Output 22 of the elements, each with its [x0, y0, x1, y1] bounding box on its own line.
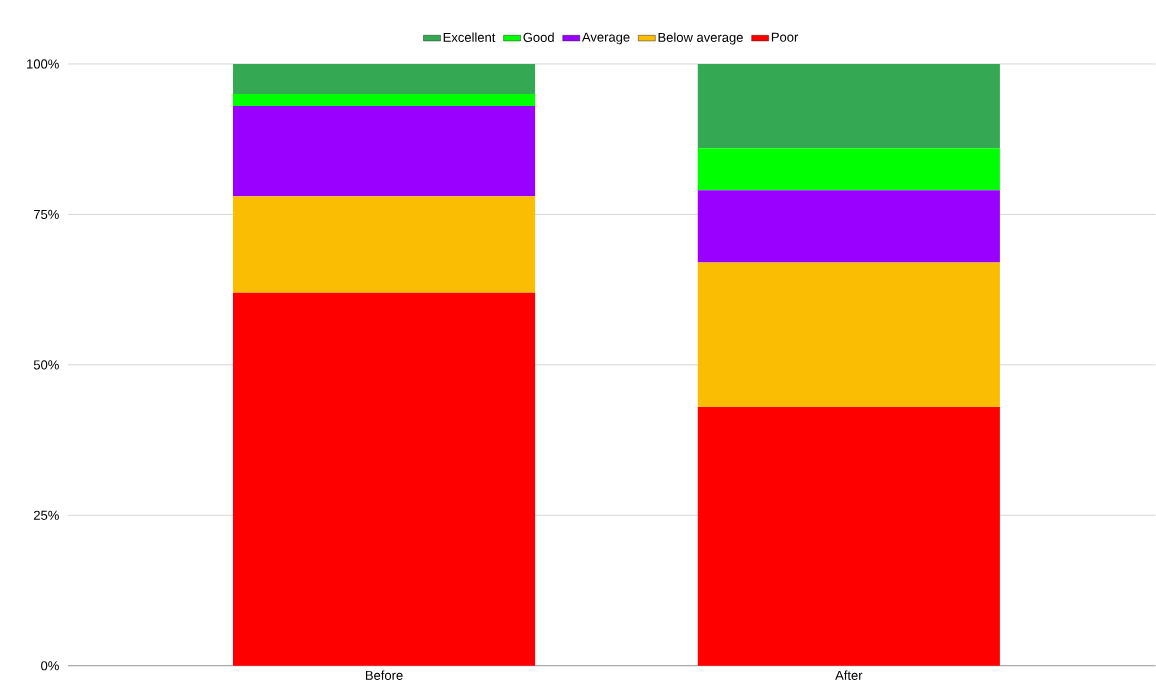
bar — [232, 64, 536, 95]
bar — [697, 262, 1000, 408]
bar — [232, 196, 536, 293]
y-tick-label: 25% — [33, 510, 59, 521]
bar — [697, 190, 1000, 263]
legend-label: Excellent — [443, 32, 496, 43]
bar — [697, 64, 1000, 149]
bar — [697, 148, 1000, 191]
bar — [232, 94, 536, 107]
legend-label: Poor — [771, 32, 799, 42]
bar — [232, 292, 536, 666]
legend-label: Below average — [658, 32, 743, 45]
x-tick-label: Before — [365, 670, 403, 681]
y-tick-label: 0% — [41, 661, 59, 671]
y-tick-label: 100% — [27, 59, 59, 69]
x-tick-label: After — [835, 670, 863, 681]
y-tick-label: 50% — [33, 360, 59, 370]
legend-label: Good — [523, 32, 554, 43]
bar — [697, 407, 1000, 666]
legend-label: Average — [581, 32, 630, 45]
y-tick-label: 75% — [33, 209, 59, 220]
bar — [232, 106, 536, 197]
